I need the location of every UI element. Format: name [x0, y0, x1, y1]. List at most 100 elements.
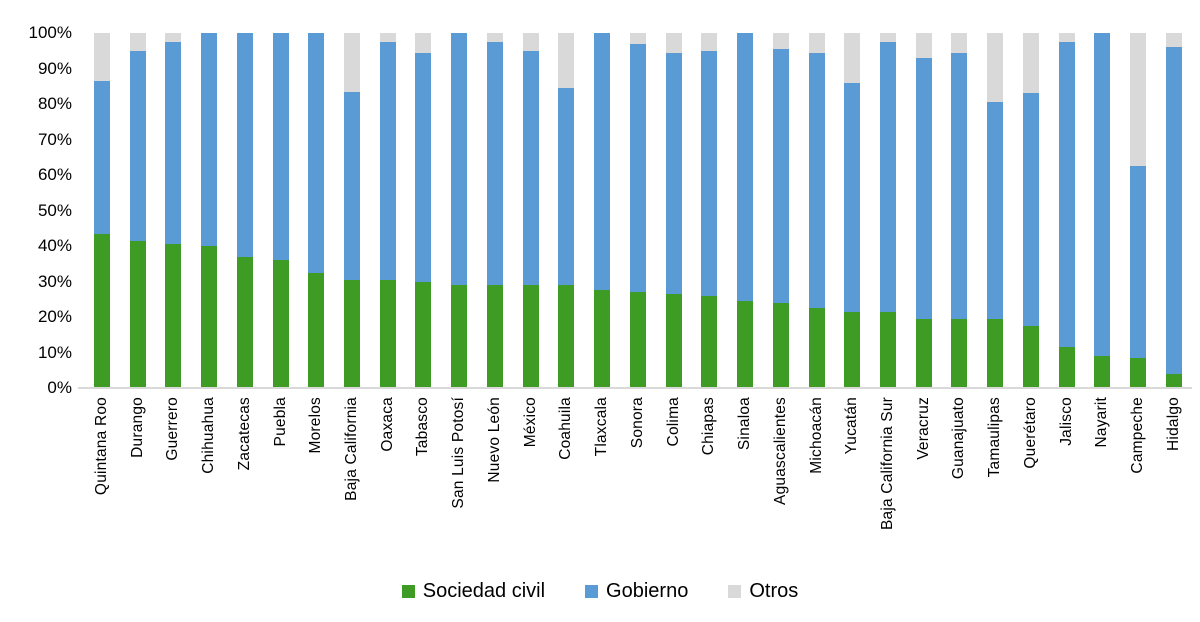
segment-otros-sonora: [629, 33, 646, 44]
y-axis-tick-label: 80%: [37, 94, 72, 113]
bar-cell-baja-california-sur: [870, 33, 906, 388]
legend-label: Sociedad civil: [422, 580, 546, 602]
x-cell-tamaulipas: Tamaulipas: [977, 397, 1013, 575]
bar-chihuahua: [201, 33, 218, 388]
bar-jalisco: [1058, 33, 1075, 388]
legend-swatch-icon: [585, 585, 599, 598]
segment-sociedad-civil-colima: [665, 293, 682, 388]
x-cell-sinaloa: Sinaloa: [727, 397, 763, 575]
segment-gobierno-tamaulipas: [987, 102, 1004, 319]
bar-nuevo-leon: [486, 33, 503, 388]
y-axis-tick-label: 60%: [37, 165, 72, 184]
x-axis-label-coahuila: Coahuila: [557, 397, 575, 460]
bar-guanajuato: [951, 33, 968, 388]
segment-gobierno-san-luis-potosi: [451, 33, 468, 286]
bar-cell-campeche: [1120, 33, 1156, 388]
segment-sociedad-civil-campeche: [1130, 357, 1147, 388]
x-axis-label-san-luis-potosi: San Luis Potosí: [450, 397, 468, 509]
x-axis-label-oaxaca: Oaxaca: [378, 397, 396, 452]
x-axis-label-nuevo-leon: Nuevo León: [485, 397, 503, 483]
segment-otros-durango: [129, 33, 146, 51]
bar-cell-tamaulipas: [977, 33, 1013, 388]
x-axis-label-colima: Colima: [664, 397, 682, 447]
segment-gobierno-chiapas: [701, 50, 718, 296]
segment-sociedad-civil-sinaloa: [737, 301, 754, 388]
bar-cell-nayarit: [1085, 33, 1121, 388]
segment-otros-yucatan: [844, 33, 861, 83]
bars-container: [84, 33, 1192, 388]
x-axis-label-yucatan: Yucatán: [843, 397, 861, 455]
bar-cell-nuevo-leon: [477, 33, 513, 388]
x-cell-colima: Colima: [656, 397, 692, 575]
bar-durango: [129, 33, 146, 388]
x-axis-labels: Quintana Roo Durango Guerrero Chihuahua Zaca…: [84, 397, 1192, 575]
x-cell-yucatan: Yucatán: [834, 397, 870, 575]
x-axis-label-tlaxcala: Tlaxcala: [593, 397, 611, 457]
bar-cell-aguascalientes: [763, 33, 799, 388]
x-axis-label-baja-california: Baja California: [343, 397, 360, 501]
segment-otros-baja-california: [344, 33, 360, 92]
bar-cell-zacatecas: [227, 33, 263, 388]
segment-otros-chiapas: [701, 33, 718, 51]
segment-gobierno-guerrero: [165, 41, 182, 245]
segment-sociedad-civil-sonora: [629, 292, 646, 388]
segment-sociedad-civil-tlaxcala: [594, 290, 611, 388]
segment-sociedad-civil-chihuahua: [201, 246, 218, 388]
y-axis-tick-label: 90%: [37, 58, 72, 78]
bar-cell-san-luis-potosi: [441, 33, 477, 388]
bar-cell-durango: [120, 33, 156, 388]
segment-gobierno-morelos: [308, 33, 325, 273]
segment-sociedad-civil-baja-california-sur: [880, 311, 897, 388]
x-axis-label-tamaulipas: Tamaulipas: [986, 397, 1004, 478]
bar-guerrero: [165, 33, 182, 388]
bar-cell-chihuahua: [191, 33, 227, 388]
y-axis-tick-label: 20%: [37, 307, 72, 326]
bar-cell-sonora: [620, 33, 656, 388]
x-cell-oaxaca: Oaxaca: [370, 397, 406, 575]
x-cell-michoacan: Michoacán: [799, 397, 835, 575]
segment-gobierno-puebla: [272, 33, 289, 261]
segment-sociedad-civil-nuevo-leon: [486, 285, 503, 388]
bar-cell-guanajuato: [942, 33, 978, 388]
x-axis-label-veracruz: Veracruz: [914, 397, 932, 460]
segment-sociedad-civil-durango: [129, 240, 146, 388]
bar-cell-guerrero: [155, 33, 191, 388]
segment-gobierno-coahuila: [558, 88, 575, 286]
bar-tlaxcala: [594, 33, 611, 388]
x-cell-campeche: Campeche: [1120, 397, 1156, 575]
x-cell-baja-california: Baja California: [334, 397, 370, 575]
x-cell-coahuila: Coahuila: [549, 397, 585, 575]
x-cell-mexico: México: [513, 397, 549, 575]
x-cell-tabasco: Tabasco: [406, 397, 442, 575]
chart-legend: Sociedad civil Gobierno Otros: [0, 580, 1200, 603]
segment-sociedad-civil-tamaulipas: [987, 318, 1004, 388]
segment-sociedad-civil-san-luis-potosi: [451, 285, 468, 388]
segment-sociedad-civil-morelos: [308, 272, 325, 388]
segment-otros-colima: [665, 33, 682, 53]
segment-gobierno-nuevo-leon: [486, 41, 503, 286]
x-cell-durango: Durango: [120, 397, 156, 575]
x-cell-hidalgo: Hidalgo: [1156, 397, 1192, 575]
segment-sociedad-civil-jalisco: [1058, 347, 1075, 388]
segment-otros-campeche: [1130, 33, 1147, 167]
segment-sociedad-civil-aguascalientes: [772, 302, 789, 388]
x-cell-aguascalientes: Aguascalientes: [763, 397, 799, 575]
y-axis-tick-label: 100%: [28, 23, 72, 42]
segment-gobierno-tlaxcala: [594, 33, 611, 291]
y-axis-tick-label: 40%: [37, 236, 72, 255]
x-axis-label-quintana-roo: Quintana Roo: [92, 397, 110, 496]
x-cell-veracruz: Veracruz: [906, 397, 942, 575]
x-cell-puebla: Puebla: [263, 397, 299, 575]
segment-otros-tamaulipas: [987, 33, 1004, 103]
bar-cell-oaxaca: [370, 33, 406, 388]
segment-sociedad-civil-tabasco: [415, 281, 432, 388]
bar-colima: [665, 33, 682, 388]
bar-tamaulipas: [987, 33, 1004, 388]
x-cell-guerrero: Guerrero: [155, 397, 191, 575]
x-cell-san-luis-potosi: San Luis Potosí: [441, 397, 477, 575]
segment-gobierno-colima: [665, 52, 682, 294]
x-cell-nuevo-leon: Nuevo León: [477, 397, 513, 575]
segment-gobierno-guanajuato: [951, 52, 968, 319]
bar-queretaro: [1022, 33, 1039, 388]
